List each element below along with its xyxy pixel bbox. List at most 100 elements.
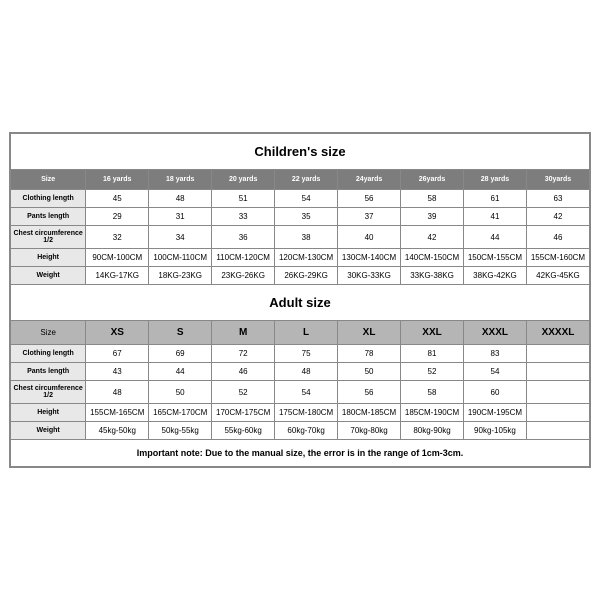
cell: 46 <box>526 226 589 249</box>
table-row: Clothing length 45 48 51 54 56 58 61 63 <box>11 190 590 208</box>
cell: 185CM-190CM <box>401 404 464 422</box>
cell: 18KG-23KG <box>149 267 212 285</box>
cell: 81 <box>401 345 464 363</box>
row-label: Clothing length <box>11 190 86 208</box>
children-header-8: 30yards <box>526 170 589 190</box>
cell: 33 <box>212 208 275 226</box>
row-label: Weight <box>11 422 86 440</box>
children-header-1: 16 yards <box>86 170 149 190</box>
cell: 48 <box>149 190 212 208</box>
cell: 38 <box>275 226 338 249</box>
cell: 190CM-195CM <box>463 404 526 422</box>
cell: 175CM-180CM <box>275 404 338 422</box>
cell: 69 <box>149 345 212 363</box>
cell: 32 <box>86 226 149 249</box>
cell: 50 <box>149 381 212 404</box>
adult-header-3: M <box>212 321 275 345</box>
row-label: Height <box>11 404 86 422</box>
cell: 90CM-100CM <box>86 249 149 267</box>
cell: 78 <box>338 345 401 363</box>
table-row: Clothing length 67 69 72 75 78 81 83 <box>11 345 590 363</box>
cell: 72 <box>212 345 275 363</box>
row-label: Clothing length <box>11 345 86 363</box>
adult-title: Adult size <box>11 285 590 321</box>
important-note: Important note: Due to the manual size, … <box>11 440 590 467</box>
cell: 83 <box>463 345 526 363</box>
cell: 54 <box>463 363 526 381</box>
cell: 52 <box>212 381 275 404</box>
children-title: Children's size <box>11 134 590 170</box>
children-header-2: 18 yards <box>149 170 212 190</box>
cell: 90kg-105kg <box>463 422 526 440</box>
cell: 56 <box>338 190 401 208</box>
cell: 42 <box>526 208 589 226</box>
cell: 29 <box>86 208 149 226</box>
cell: 23KG-26KG <box>212 267 275 285</box>
cell: 45kg-50kg <box>86 422 149 440</box>
cell: 165CM-170CM <box>149 404 212 422</box>
cell: 52 <box>401 363 464 381</box>
cell <box>526 363 589 381</box>
cell: 42 <box>401 226 464 249</box>
cell: 80kg-90kg <box>401 422 464 440</box>
cell: 26KG-29KG <box>275 267 338 285</box>
cell: 56 <box>338 381 401 404</box>
table-row: Height 155CM-165CM 165CM-170CM 170CM-175… <box>11 404 590 422</box>
table-row: Weight 45kg-50kg 50kg-55kg 55kg-60kg 60k… <box>11 422 590 440</box>
cell: 44 <box>149 363 212 381</box>
row-label: Weight <box>11 267 86 285</box>
row-label: Chest circumference 1/2 <box>11 381 86 404</box>
cell: 48 <box>275 363 338 381</box>
table-row: Weight 14KG-17KG 18KG-23KG 23KG-26KG 26K… <box>11 267 590 285</box>
cell: 51 <box>212 190 275 208</box>
row-label: Pants length <box>11 208 86 226</box>
children-header-6: 26yards <box>401 170 464 190</box>
cell: 37 <box>338 208 401 226</box>
note-row: Important note: Due to the manual size, … <box>11 440 590 467</box>
adult-header-5: XL <box>338 321 401 345</box>
adult-header-4: L <box>275 321 338 345</box>
cell: 48 <box>86 381 149 404</box>
size-chart: Children's size Size 16 yards 18 yards 2… <box>9 132 591 468</box>
children-header-3: 20 yards <box>212 170 275 190</box>
adult-title-row: Adult size <box>11 285 590 321</box>
cell: 58 <box>401 381 464 404</box>
cell: 140CM-150CM <box>401 249 464 267</box>
cell: 31 <box>149 208 212 226</box>
cell: 50kg-55kg <box>149 422 212 440</box>
cell: 70kg-80kg <box>338 422 401 440</box>
table-row: Height 90CM-100CM 100CM-110CM 110CM-120C… <box>11 249 590 267</box>
cell: 67 <box>86 345 149 363</box>
cell: 60kg-70kg <box>275 422 338 440</box>
cell: 120CM-130CM <box>275 249 338 267</box>
cell: 33KG-38KG <box>401 267 464 285</box>
cell: 75 <box>275 345 338 363</box>
adult-header-7: XXXL <box>463 321 526 345</box>
cell: 44 <box>463 226 526 249</box>
cell: 41 <box>463 208 526 226</box>
cell: 170CM-175CM <box>212 404 275 422</box>
cell: 38KG-42KG <box>463 267 526 285</box>
cell: 39 <box>401 208 464 226</box>
cell: 60 <box>463 381 526 404</box>
cell: 58 <box>401 190 464 208</box>
cell: 54 <box>275 190 338 208</box>
cell: 155CM-165CM <box>86 404 149 422</box>
cell: 43 <box>86 363 149 381</box>
cell <box>526 422 589 440</box>
row-label: Chest circumference 1/2 <box>11 226 86 249</box>
cell <box>526 381 589 404</box>
cell: 46 <box>212 363 275 381</box>
children-header-row: Size 16 yards 18 yards 20 yards 22 yards… <box>11 170 590 190</box>
row-label: Height <box>11 249 86 267</box>
cell: 35 <box>275 208 338 226</box>
cell: 130CM-140CM <box>338 249 401 267</box>
cell: 155CM-160CM <box>526 249 589 267</box>
cell: 36 <box>212 226 275 249</box>
cell <box>526 404 589 422</box>
adult-header-6: XXL <box>401 321 464 345</box>
cell: 61 <box>463 190 526 208</box>
cell <box>526 345 589 363</box>
cell: 14KG-17KG <box>86 267 149 285</box>
adult-header-2: S <box>149 321 212 345</box>
